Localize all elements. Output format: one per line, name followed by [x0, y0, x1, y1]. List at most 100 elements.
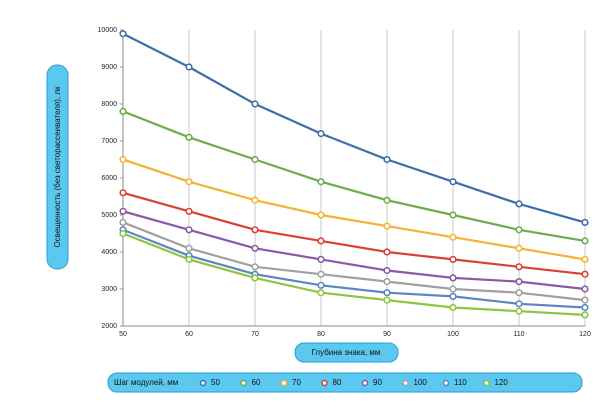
y-label-box	[46, 64, 69, 270]
x-tick-label: 50	[119, 331, 127, 338]
y-tick-label: 9000	[101, 64, 117, 71]
point	[581, 237, 589, 245]
point	[317, 237, 325, 245]
point	[581, 270, 589, 278]
x-label-box	[294, 342, 399, 363]
point	[119, 107, 127, 115]
point	[251, 244, 259, 252]
point	[317, 270, 325, 278]
legend-label: 110	[454, 378, 467, 387]
series-line	[122, 110, 586, 242]
point	[119, 189, 127, 197]
point	[449, 211, 457, 219]
point	[515, 244, 523, 252]
point	[251, 155, 259, 164]
point	[449, 303, 457, 312]
legend-title: Шаг модулей, мм	[114, 378, 178, 387]
point	[383, 155, 391, 164]
legend-label: 120	[495, 378, 509, 387]
point	[449, 178, 457, 186]
point	[185, 255, 193, 264]
point	[251, 263, 259, 271]
series-line	[122, 191, 586, 276]
x-tick-label: 120	[579, 331, 591, 338]
point	[383, 248, 391, 256]
point	[185, 63, 193, 71]
y-axis-label: Освещенность (без светорассеивателя), лк	[53, 86, 62, 248]
point	[383, 196, 391, 204]
y-tick-label: 3000	[101, 286, 117, 293]
point	[185, 178, 193, 186]
point	[119, 155, 127, 164]
point	[185, 226, 193, 234]
x-tick-label: 80	[317, 331, 325, 338]
point	[317, 130, 325, 138]
y-tick-label: 7000	[101, 138, 117, 145]
legend-box	[107, 372, 583, 393]
point	[449, 292, 457, 301]
legend-marker	[321, 379, 328, 387]
legend-marker	[361, 379, 369, 387]
point	[317, 289, 325, 297]
point	[119, 229, 127, 238]
point	[449, 274, 457, 282]
point	[383, 296, 391, 304]
point	[317, 178, 325, 186]
point	[383, 278, 391, 286]
legend-label: 50	[211, 378, 220, 387]
point	[449, 233, 457, 241]
series-line	[122, 228, 586, 309]
y-tick-label: 5000	[101, 212, 117, 219]
point	[251, 226, 259, 234]
point	[317, 281, 325, 289]
point	[581, 285, 589, 293]
point	[251, 274, 259, 282]
point	[251, 196, 259, 204]
point	[449, 285, 457, 293]
legend-label: 90	[373, 378, 382, 387]
legend-marker	[442, 379, 450, 387]
y-tick-label: 2000	[101, 323, 117, 330]
series-line	[122, 158, 586, 261]
x-tick-label: 70	[251, 331, 259, 338]
point	[581, 296, 589, 304]
point	[317, 255, 325, 264]
legend-marker	[402, 379, 409, 387]
x-tick-label: 90	[383, 331, 391, 338]
x-axis-label: Глубина знака, мм	[312, 348, 381, 357]
point	[515, 263, 523, 271]
point	[185, 133, 193, 141]
x-tick-label: 110	[513, 331, 524, 338]
point	[581, 303, 589, 312]
point	[581, 255, 589, 264]
point	[317, 211, 325, 219]
point	[185, 207, 193, 215]
point	[119, 30, 127, 38]
x-tick-label: 60	[185, 331, 193, 338]
point	[185, 244, 193, 252]
point	[251, 100, 259, 108]
point	[119, 218, 127, 226]
legend-label: 60	[252, 378, 261, 387]
legend-marker	[199, 379, 207, 387]
point	[515, 289, 523, 297]
series-line	[122, 32, 586, 224]
point	[383, 266, 391, 275]
point	[515, 307, 523, 315]
legend-marker	[240, 379, 247, 387]
series-line	[122, 221, 586, 302]
legend-label: 100	[414, 378, 428, 387]
point	[515, 300, 523, 308]
point	[581, 311, 589, 319]
point	[515, 278, 523, 286]
point	[119, 207, 127, 215]
y-tick-label: 8000	[101, 101, 117, 108]
series-line	[122, 232, 586, 316]
y-tick-label: 6000	[101, 175, 117, 182]
point	[383, 222, 391, 230]
point	[515, 226, 523, 234]
point	[581, 218, 589, 226]
legend-label: 70	[292, 378, 301, 387]
